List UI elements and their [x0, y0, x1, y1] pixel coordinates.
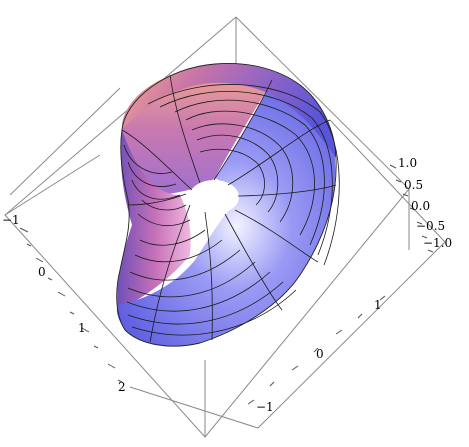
left-axis-tick-label: 0 — [38, 265, 46, 279]
axis-ticks — [19, 164, 434, 405]
right-axis-labels: 1.0 0.5 0.0 −0.5 −1.0 — [398, 156, 452, 250]
twisted-torus-surface — [116, 63, 340, 347]
bottom-axis-tick-label: −1 — [256, 400, 274, 414]
left-axis-tick-label: −1 — [2, 213, 20, 227]
right-axis-tick-label: 0.5 — [404, 178, 423, 192]
bottom-axis-labels: 1 0 −1 — [256, 298, 382, 414]
right-axis-tick-label: 1.0 — [398, 156, 417, 170]
bounding-box — [4, 16, 446, 438]
left-axis-labels: −1 0 1 2 — [2, 213, 126, 394]
surface-outline — [116, 63, 337, 347]
bottom-axis-tick-label: 0 — [316, 347, 324, 361]
top-rim — [122, 63, 336, 158]
right-axis-tick-label: −0.5 — [416, 219, 445, 233]
right-axis-tick-label: −1.0 — [423, 236, 452, 250]
bottom-axis-tick-label: 1 — [374, 298, 382, 312]
surface-mesh — [121, 74, 340, 343]
left-axis-tick-label: 2 — [118, 380, 126, 394]
center-hole — [189, 180, 239, 214]
right-axis-tick-label: 0.0 — [411, 199, 430, 213]
left-axis-tick-label: 1 — [78, 321, 86, 335]
